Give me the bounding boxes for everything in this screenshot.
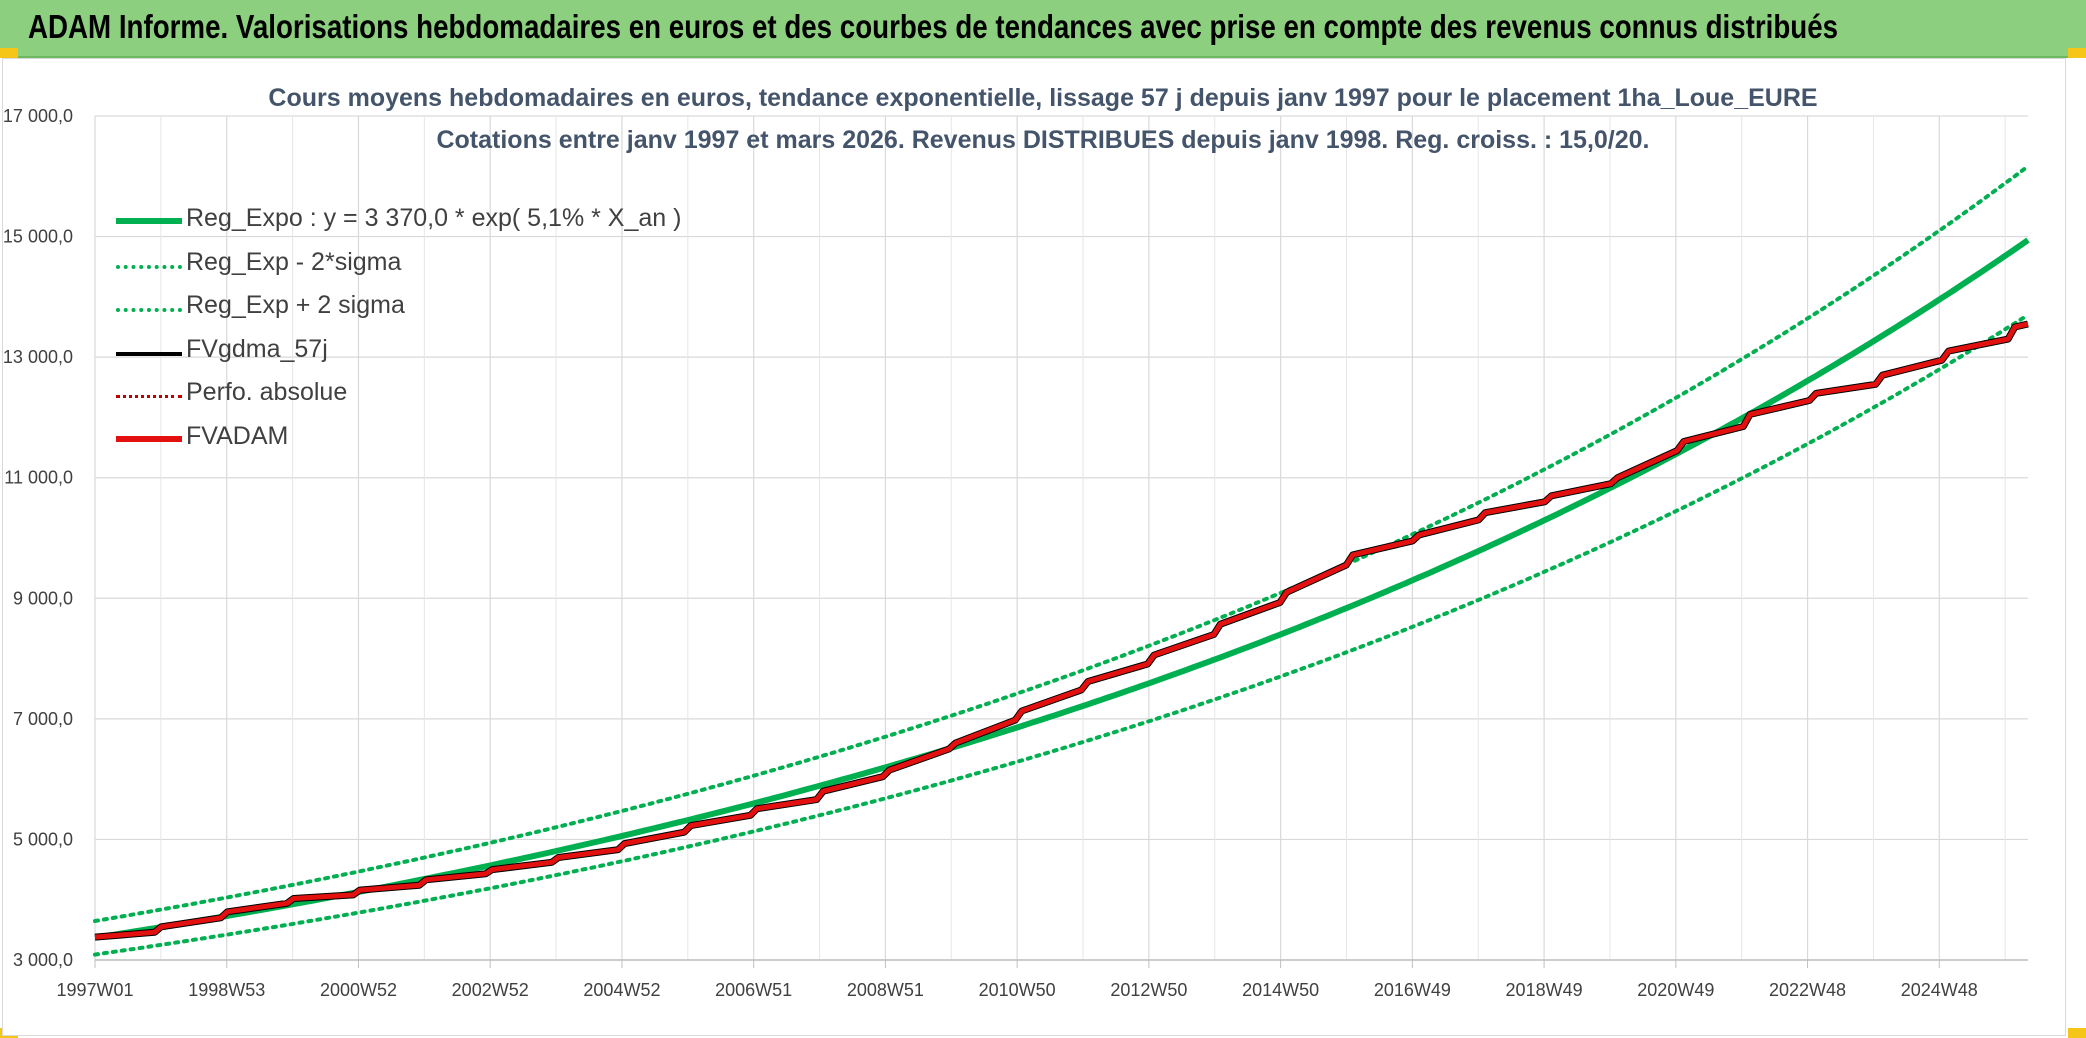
series-fvgdma-57j — [94, 320, 2029, 941]
chart-grid — [94, 115, 2028, 961]
report-header: ADAM Informe. Valorisations hebdomadaire… — [0, 0, 2086, 58]
series-reg-expo — [94, 237, 2030, 941]
legend-label-reg-exp-plus: Reg_Exp + 2 sigma — [186, 291, 405, 319]
corner-marker-top-right — [2068, 48, 2086, 58]
y-tick-label: 3 000,0 — [13, 950, 73, 970]
series-perfo-absolue — [94, 323, 2029, 939]
chart-title-line-2: Cotations entre janv 1997 et mars 2026. … — [436, 126, 1650, 154]
y-tick-label: 15 000,0 — [3, 227, 73, 247]
legend-swatch-fvadam — [116, 435, 182, 442]
chart-title-line-1: Cours moyens hebdomadaires en euros, ten… — [268, 84, 1818, 112]
legend-swatch-perfo — [116, 395, 182, 398]
chart-series — [93, 164, 2030, 957]
x-tick-label: 2018W49 — [1506, 980, 1583, 1000]
legend-swatch-fvgdma — [116, 351, 182, 356]
x-tick-label: 2000W52 — [320, 980, 397, 1000]
corner-marker-top-left — [0, 48, 18, 58]
series-fvadam — [94, 321, 2029, 940]
x-tick-label: 2022W48 — [1769, 980, 1846, 1000]
corner-marker-bottom-right — [2068, 1028, 2086, 1038]
x-tick-label: 2006W51 — [715, 980, 792, 1000]
legend-swatch-reg-expo — [116, 218, 182, 224]
y-tick-label: 9 000,0 — [13, 588, 73, 608]
legend-label-perfo: Perfo. absolue — [186, 378, 348, 406]
x-tick-label: 2010W50 — [979, 980, 1056, 1000]
y-tick-label: 5 000,0 — [13, 829, 73, 849]
x-tick-label: 2012W50 — [1110, 980, 1187, 1000]
x-tick-label: 2016W49 — [1374, 980, 1451, 1000]
x-tick-label: 1997W01 — [56, 980, 133, 1000]
chart-axes: 17 000,0 15 000,0 13 000,0 11 000,0 9 000,0 7… — [3, 106, 2028, 1000]
x-tick-label: 2014W50 — [1242, 980, 1319, 1000]
series-reg-exp-plus-2sigma — [93, 164, 2030, 923]
legend-swatch-reg-exp-plus — [116, 308, 182, 312]
series-reg-exp-minus-2sigma — [93, 312, 2030, 957]
x-tick-label: 2020W49 — [1637, 980, 1714, 1000]
legend-label-fvadam: FVADAM — [186, 421, 289, 450]
x-tick-label: 2008W51 — [847, 980, 924, 1000]
x-tick-label: 2004W52 — [583, 980, 660, 1000]
y-tick-label: 17 000,0 — [3, 106, 73, 126]
legend-swatch-reg-exp-minus — [116, 264, 182, 269]
legend-label-reg-expo: Reg_Expo : y = 3 370,0 * exp( 5,1% * X_a… — [186, 204, 682, 232]
y-tick-label: 11 000,0 — [4, 468, 73, 488]
x-tick-label: 1998W53 — [188, 980, 265, 1000]
legend-label-fvgdma: FVgdma_57j — [186, 334, 328, 363]
x-tick-label: 2024W48 — [1901, 980, 1978, 1000]
x-tick-label: 2002W52 — [452, 980, 529, 1000]
y-tick-label: 7 000,0 — [13, 709, 73, 729]
legend-label-reg-exp-minus: Reg_Exp - 2*sigma — [186, 247, 402, 276]
y-tick-label: 13 000,0 — [3, 347, 73, 367]
report-title: ADAM Informe. Valorisations hebdomadaire… — [28, 8, 1839, 45]
